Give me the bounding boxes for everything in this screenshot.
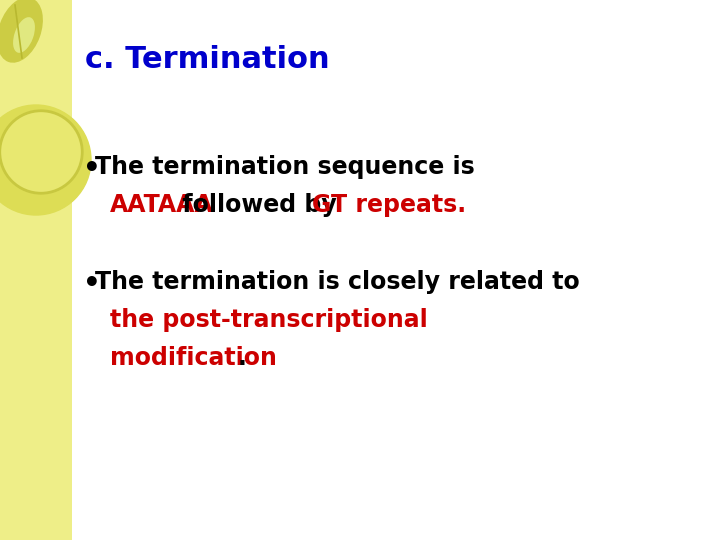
Text: c. Termination: c. Termination <box>85 45 330 74</box>
Ellipse shape <box>0 0 43 63</box>
Text: followed by: followed by <box>174 193 345 217</box>
Text: The termination is closely related to: The termination is closely related to <box>95 270 580 294</box>
Text: AATAAA: AATAAA <box>110 193 214 217</box>
Text: •: • <box>83 270 101 298</box>
Circle shape <box>0 105 91 215</box>
Text: .: . <box>238 346 247 370</box>
Circle shape <box>0 111 82 193</box>
Text: modification: modification <box>110 346 277 370</box>
Text: the post-transcriptional: the post-transcriptional <box>110 308 428 332</box>
Ellipse shape <box>13 17 35 53</box>
Text: GT repeats.: GT repeats. <box>312 193 467 217</box>
FancyBboxPatch shape <box>0 0 72 540</box>
Text: The termination sequence is: The termination sequence is <box>95 155 474 179</box>
Text: •: • <box>83 155 101 183</box>
